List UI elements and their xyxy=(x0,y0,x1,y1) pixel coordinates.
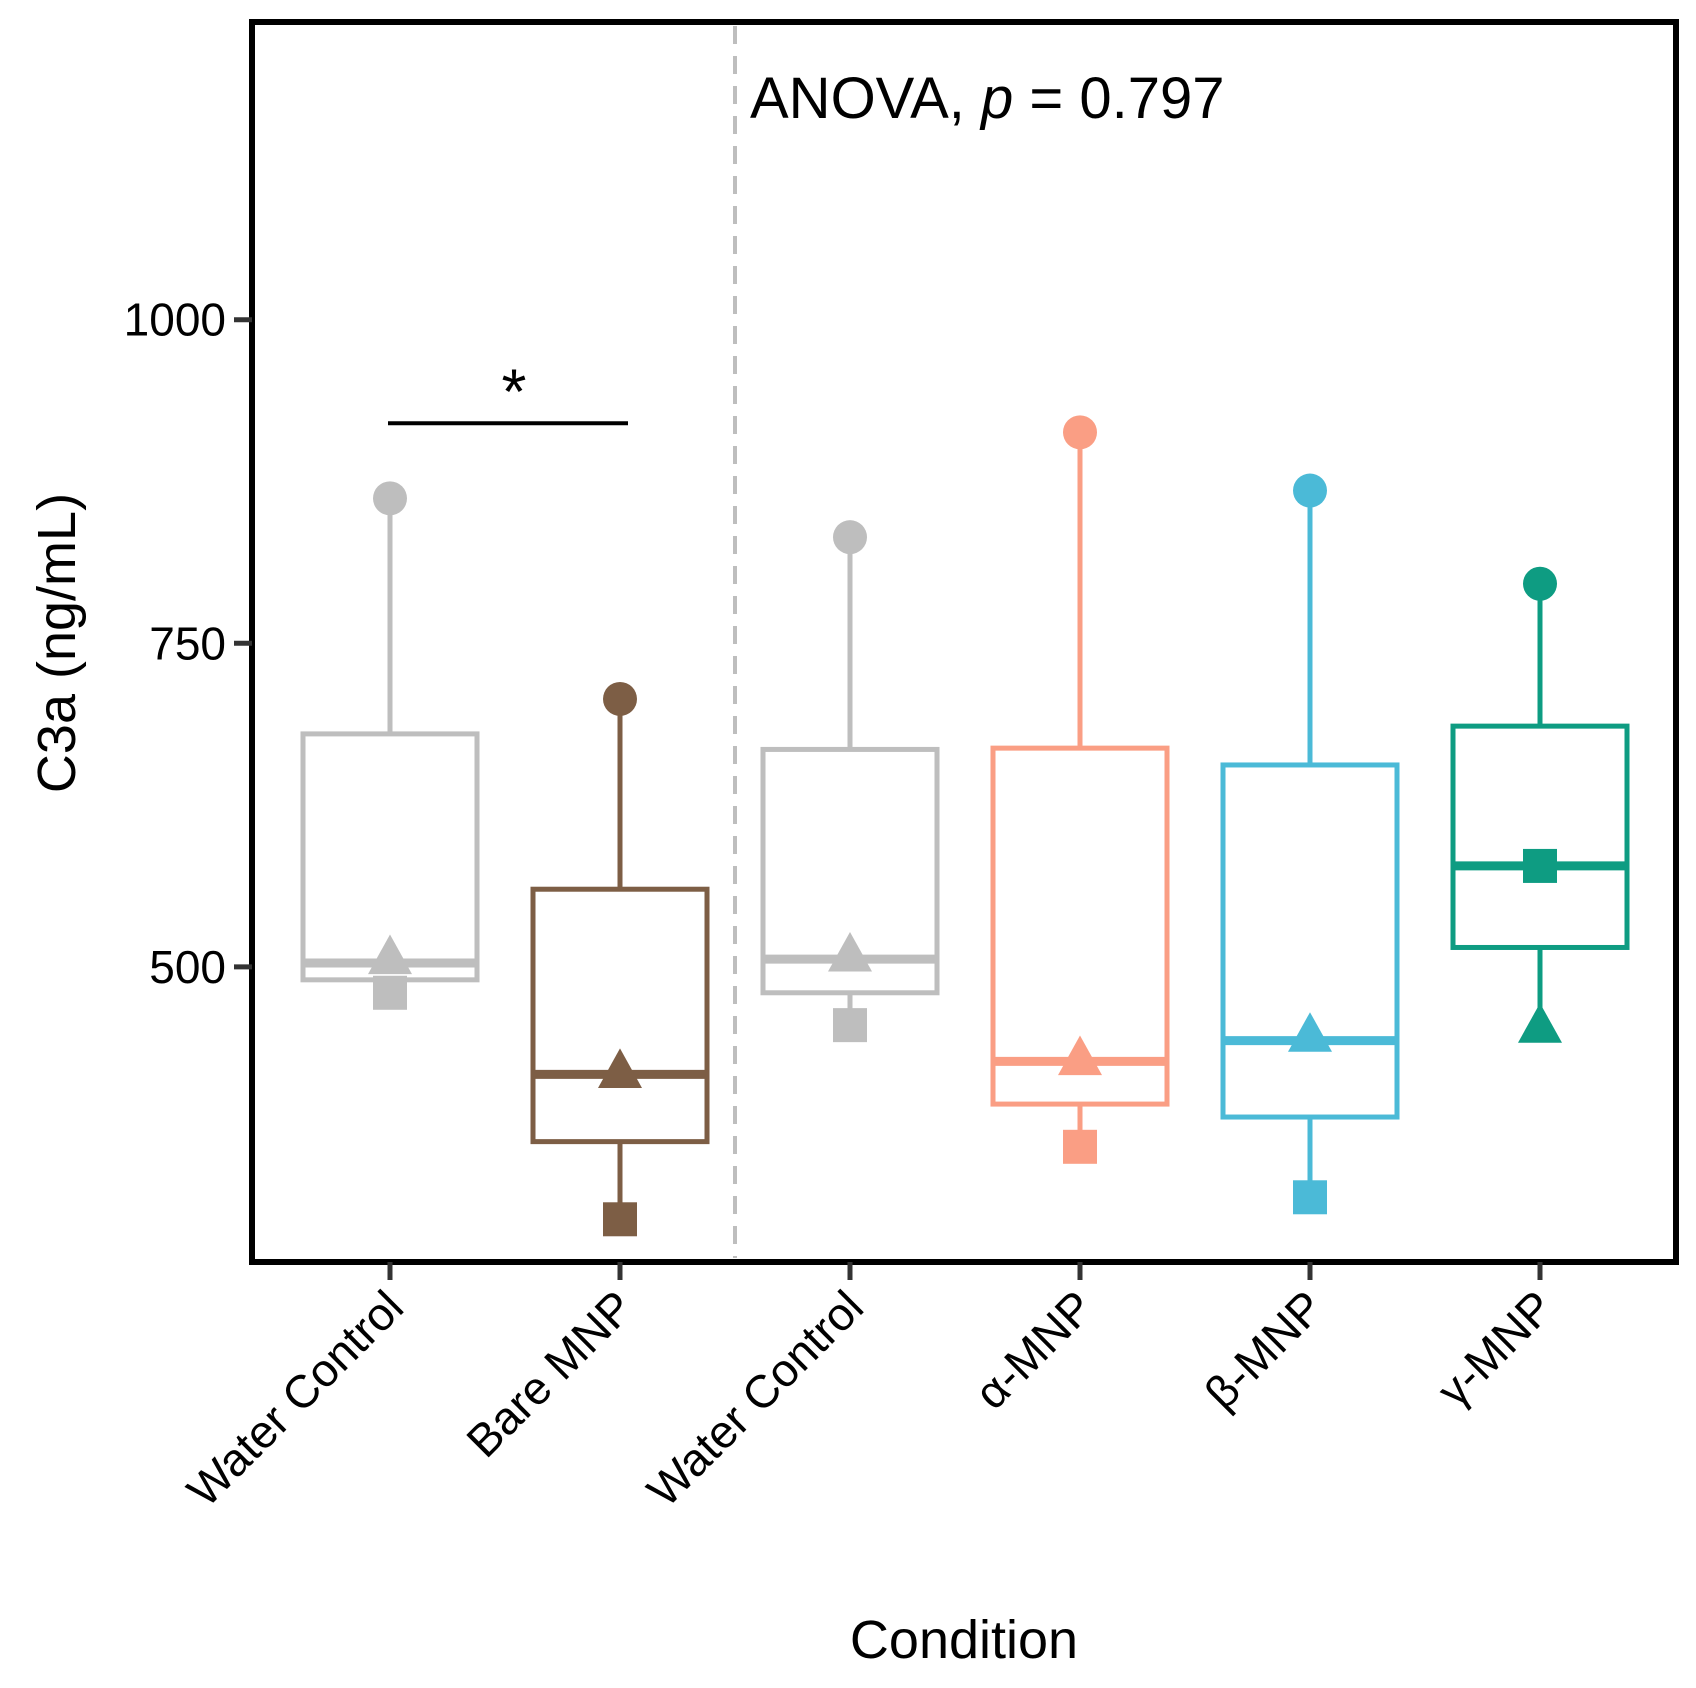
data-point-square xyxy=(1063,1129,1097,1164)
x-tick-label: Water Control xyxy=(637,1280,873,1516)
box-group xyxy=(530,681,710,1237)
y-axis-title: C3a (ng/mL) xyxy=(27,493,87,793)
data-point-triangle xyxy=(368,934,412,975)
x-tick-label: γ-MNP xyxy=(1427,1280,1563,1416)
data-point-circle xyxy=(373,481,407,516)
x-tick-label: Bare MNP xyxy=(456,1280,643,1467)
plot-frame xyxy=(249,19,1679,1265)
box-iqr xyxy=(1450,723,1630,950)
x-tick-label: β-MNP xyxy=(1194,1280,1333,1419)
significance-bracket: * xyxy=(388,355,628,427)
data-point-triangle xyxy=(1288,1012,1332,1052)
y-tick-label: 750 xyxy=(149,617,226,669)
box-group xyxy=(760,520,940,1043)
data-point-circle xyxy=(1063,415,1097,450)
data-point-circle xyxy=(1293,473,1327,508)
x-tick-label: α-MNP xyxy=(964,1280,1103,1419)
x-axis-title: Condition xyxy=(850,1610,1078,1670)
box-group xyxy=(1220,473,1400,1215)
box-group xyxy=(1450,566,1630,1043)
data-point-circle xyxy=(1523,566,1557,601)
box-iqr xyxy=(530,886,710,1145)
data-point-square xyxy=(603,1202,637,1237)
y-tick-label: 500 xyxy=(149,941,226,993)
data-point-triangle xyxy=(1058,1035,1102,1076)
data-point-square xyxy=(1293,1180,1327,1215)
data-point-triangle xyxy=(1518,1003,1562,1043)
data-point-square xyxy=(833,1008,867,1043)
y-axis: 500 750 1000 xyxy=(124,294,252,993)
significance-label: * xyxy=(502,355,527,427)
data-point-square xyxy=(373,975,407,1010)
data-point-square xyxy=(1523,848,1557,883)
box-group xyxy=(300,481,480,1010)
x-tick-label: Water Control xyxy=(177,1280,413,1516)
y-tick-label: 1000 xyxy=(124,294,226,346)
data-point-circle xyxy=(833,520,867,555)
box-group xyxy=(990,415,1170,1164)
data-point-triangle xyxy=(598,1048,642,1089)
anova-annotation: ANOVA, p = 0.797 xyxy=(750,66,1225,131)
data-point-circle xyxy=(603,681,637,716)
data-point-triangle xyxy=(828,931,872,972)
box-iqr xyxy=(1220,762,1400,1120)
box-groups xyxy=(300,415,1630,1237)
